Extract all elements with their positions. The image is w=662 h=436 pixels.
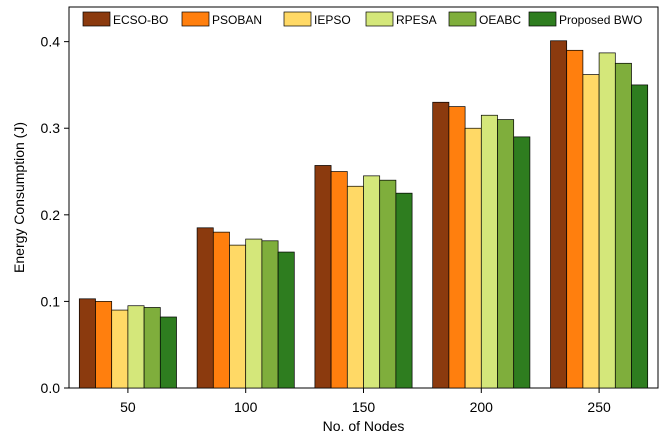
bar-iepso-150 <box>346 185 364 389</box>
legend-label: PSOBAN <box>212 13 262 27</box>
bar-psoban-50 <box>95 301 113 389</box>
bar-psoban-100 <box>212 231 230 389</box>
bar-ecso-bo-100 <box>196 227 214 389</box>
y-tick-label: 0.1 <box>41 293 61 309</box>
bar-psoban-250 <box>566 49 584 389</box>
y-tick-label: 0.4 <box>41 34 61 50</box>
x-tick-label: 250 <box>587 399 611 415</box>
x-tick-label: 200 <box>470 399 494 415</box>
bar-rpesa-250 <box>598 52 616 389</box>
bar-proposed-bwo-150 <box>395 192 413 389</box>
bar-psoban-150 <box>330 171 348 389</box>
x-tick-label: 50 <box>120 399 136 415</box>
bar-oeabc-50 <box>143 307 161 389</box>
x-tick-label: 150 <box>352 399 376 415</box>
legend-swatch <box>365 11 394 27</box>
bar-ecso-bo-250 <box>550 40 568 389</box>
bars <box>78 40 649 389</box>
x-tick-label: 100 <box>234 399 258 415</box>
legend-label: IEPSO <box>314 13 351 27</box>
bar-ecso-bo-200 <box>432 101 450 389</box>
legend-swatch <box>181 11 210 27</box>
bar-iepso-250 <box>582 74 600 389</box>
y-tick-label: 0.2 <box>41 207 61 223</box>
bar-rpesa-200 <box>480 114 498 389</box>
bar-oeabc-100 <box>261 240 279 389</box>
legend-label: Proposed BWO <box>559 13 642 27</box>
legend-label: RPESA <box>396 13 437 27</box>
bar-proposed-bwo-100 <box>277 251 295 389</box>
bar-oeabc-250 <box>614 62 632 389</box>
bar-iepso-200 <box>464 127 482 389</box>
bar-proposed-bwo-200 <box>513 136 531 389</box>
bar-rpesa-100 <box>245 238 263 389</box>
legend-label: ECSO-BO <box>113 13 168 27</box>
bar-iepso-50 <box>111 309 129 389</box>
bar-oeabc-200 <box>497 119 515 389</box>
legend-label: OEABC <box>479 13 521 27</box>
bar-rpesa-50 <box>127 305 145 389</box>
bar-rpesa-150 <box>363 175 381 389</box>
bar-proposed-bwo-250 <box>631 84 649 389</box>
y-axis-ticks: 0.0 0.1 0.2 0.3 0.4 <box>41 34 69 396</box>
bar-proposed-bwo-50 <box>159 316 177 389</box>
bar-iepso-100 <box>229 244 247 389</box>
bar-psoban-200 <box>448 106 466 389</box>
legend-swatch <box>82 11 111 27</box>
x-axis-ticks: 50 100 150 200 250 <box>120 388 611 415</box>
bar-ecso-bo-150 <box>314 165 332 389</box>
legend-swatch <box>528 11 557 27</box>
y-axis-title: Energy Consumption (J) <box>11 122 27 273</box>
legend-swatch <box>283 11 312 27</box>
y-tick-label: 0.3 <box>41 120 61 136</box>
bar-oeabc-150 <box>379 179 397 389</box>
legend-swatch <box>448 11 477 27</box>
legend: ECSO-BO PSOBAN IEPSO RPESA OEABC Proposed BWO <box>82 11 642 27</box>
bar-ecso-bo-50 <box>78 298 96 389</box>
y-tick-label: 0.0 <box>41 380 61 396</box>
x-axis-title: No. of Nodes <box>323 418 405 434</box>
